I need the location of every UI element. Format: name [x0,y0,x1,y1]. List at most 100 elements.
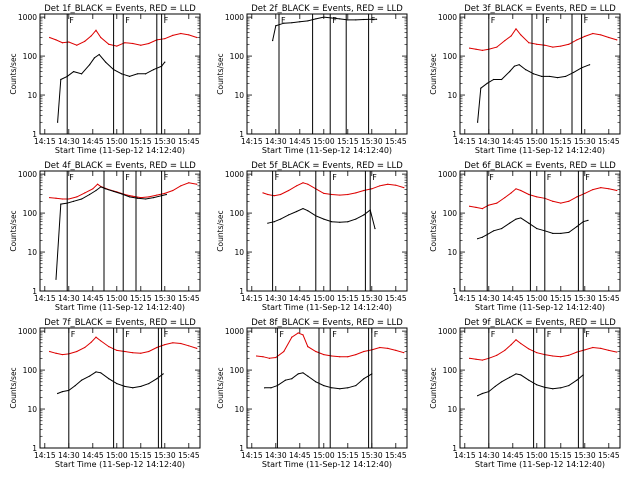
data-point [493,78,495,81]
data-point [481,208,483,210]
data-point [148,42,150,45]
x-tick-label: 15:00 [313,451,335,460]
data-point [560,202,562,204]
y-tick-label: 10 [27,405,37,414]
plot-frame [246,13,408,135]
data-point [262,356,264,358]
series-events-line [272,16,377,41]
data-point [552,355,554,357]
data-point [180,32,182,35]
x-tick-label: 15:30 [574,451,596,460]
data-point [100,36,102,39]
x-tick-label: 14:45 [502,294,524,303]
x-tick-label: 14:15 [241,451,263,460]
data-point [256,355,258,357]
data-point [68,41,70,43]
data-point [280,218,282,220]
data-point [331,387,333,389]
x-axis: 14:15 14:30 14:45 15:00 15:15 15:30 15:45 [241,328,407,460]
data-point [156,378,158,380]
data-point [315,18,317,20]
data-point [587,219,589,221]
data-point [172,342,174,344]
x-tick-label: 15:45 [178,451,200,460]
x-axis: 14:15 14:30 14:45 15:00 15:15 15:30 15:45 [34,14,200,146]
plot-frame [39,327,201,449]
data-point [481,49,483,51]
data-point [501,227,503,230]
data-point [376,18,378,20]
data-point [132,352,134,354]
flag-label: F [489,173,494,182]
data-point [307,183,309,185]
panel-9: Det 9f_BLACK = Events, RED = LLD 1 10 100 10… [429,318,621,469]
data-point [100,340,102,342]
x-tick-label: 15:00 [106,137,128,146]
data-point [60,78,62,81]
data-point [469,357,471,359]
data-point [552,200,554,202]
x-tick-label: 14:45 [289,294,311,303]
data-point [395,349,397,351]
plot-frame [39,13,201,135]
y-tick-label: 1000 [438,13,457,22]
data-point [347,387,349,389]
data-point [153,68,155,71]
x-tick-label: 14:15 [454,137,476,146]
panel-title: Det 3f_BLACK = Events, RED = LLD [464,4,616,14]
data-point [291,336,293,338]
flag-label: F [69,16,74,25]
data-point [520,374,522,376]
x-axis: 14:15 14:30 14:45 15:00 15:15 15:30 15:45 [241,171,407,303]
x-tick-label: 15:30 [361,294,383,303]
flag-label: F [491,330,496,339]
data-point [280,193,282,196]
data-point [600,187,602,189]
flag-label: F [584,16,589,25]
y-tick-label: 1000 [18,170,37,179]
data-point [565,75,567,78]
data-point [302,182,304,184]
x-tick-label: 15:45 [598,451,620,460]
data-point [494,385,496,388]
x-tick-label: 15:00 [313,137,335,146]
y-tick-label: 1 [452,444,457,453]
panel-title: Det 1f_BLACK = Events, RED = LLD [44,4,196,14]
data-point [273,195,275,197]
data-point [264,387,266,389]
data-point [573,71,575,74]
data-point [296,185,298,187]
x-tick-label: 15:15 [130,137,152,146]
data-point [509,70,511,73]
data-point [331,221,333,223]
x-axis-label: Start Time (11-Sep-12 14:12:40) [55,303,185,312]
series-events-line [267,208,376,229]
data-point [584,35,586,37]
x-axis: 14:15 14:30 14:45 15:00 15:15 15:30 15:45 [454,14,620,146]
data-point [116,45,118,47]
data-point [339,1,340,2]
x-tick-label: 15:30 [154,137,176,146]
data-point [299,21,301,23]
data-point [100,372,102,374]
data-point [49,350,51,353]
x-axis-label: Start Time (11-Sep-12 14:12:40) [262,303,392,312]
data-point [536,384,538,386]
data-point [379,2,380,3]
data-point [288,189,290,192]
data-point [403,187,405,189]
data-point [568,231,570,233]
data-point [121,193,123,195]
data-point [584,192,586,194]
data-point [592,189,594,191]
data-point [116,349,118,351]
data-point [81,198,83,200]
data-point [148,382,150,385]
data-point [510,192,512,194]
panel-7: Det 7f_BLACK = Events, RED = LLD 1 10 100 10… [9,318,201,469]
data-point [76,350,78,353]
data-point [509,222,511,224]
data-point [589,64,591,66]
data-point [339,194,341,196]
x-tick-label: 14:30 [58,451,80,460]
